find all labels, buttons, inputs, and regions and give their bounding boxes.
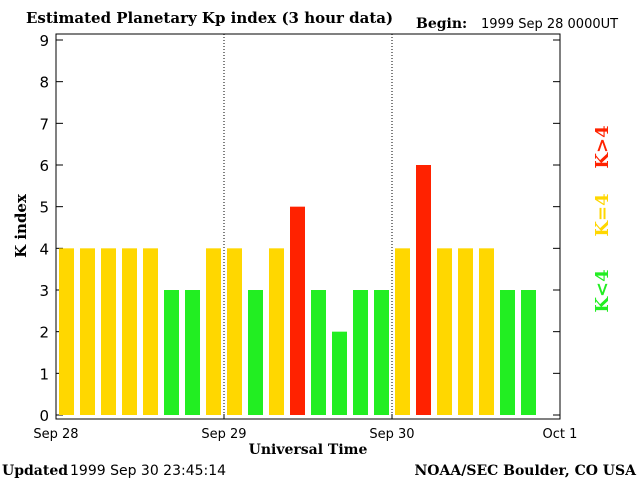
chart-title: Estimated Planetary Kp index (3 hour dat… [26,9,393,27]
x-axis-label: Universal Time [249,442,368,458]
kp-bar [59,248,74,415]
updated-value: 1999 Sep 30 23:45:14 [70,463,226,479]
y-tick-label: 3 [39,282,49,300]
y-axis-label: K index [12,193,30,258]
kp-bar [374,290,389,415]
y-tick-label: 6 [39,157,49,175]
legend-high: K>4 [592,125,613,168]
begin-label: Begin: [416,16,467,32]
plot-frame [55,33,561,420]
begin-value: 1999 Sep 28 0000UT [481,17,618,32]
y-tick-label: 9 [39,32,49,50]
kp-bar [227,248,242,415]
kp-bar [164,290,179,415]
y-tick-label: 1 [39,365,49,383]
kp-bar [185,290,200,415]
kp-bar [458,248,473,415]
kp-bar [500,290,515,415]
x-tick-label: Sep 29 [201,427,246,442]
kp-bar [437,248,452,415]
kp-bar [395,248,410,415]
kp-bar [290,206,305,415]
x-axis: Sep 28 Sep 29 Sep 30 Oct 1 [33,414,577,442]
kp-bar [353,290,368,415]
kp-bar [416,165,431,415]
kp-bar [101,248,116,415]
kp-bar [122,248,137,415]
bar-series [59,165,536,415]
source-credit: NOAA/SEC Boulder, CO USA [415,463,638,479]
y-tick-label: 2 [39,324,49,342]
legend-low: K<4 [592,269,613,312]
y-tick-label: 7 [39,115,49,133]
y-tick-label: 0 [39,407,49,425]
day-dividers [223,34,393,419]
kp-bar [521,290,536,415]
kp-bar [332,331,347,415]
kp-bar [206,248,221,415]
updated-label: Updated [2,463,68,479]
kp-bar [143,248,158,415]
kp-bar [479,248,494,415]
y-tick-label: 8 [39,74,49,92]
kp-bar [80,248,95,415]
kp-bar [269,248,284,415]
kp-bar [248,290,263,415]
y-tick-label: 5 [39,199,49,217]
legend-equal: K=4 [592,193,613,236]
y-tick-label: 4 [39,240,49,258]
kp-bar [311,290,326,415]
x-tick-label: Sep 28 [33,427,78,442]
x-tick-label: Sep 30 [369,427,414,442]
x-tick-label: Oct 1 [543,427,578,442]
